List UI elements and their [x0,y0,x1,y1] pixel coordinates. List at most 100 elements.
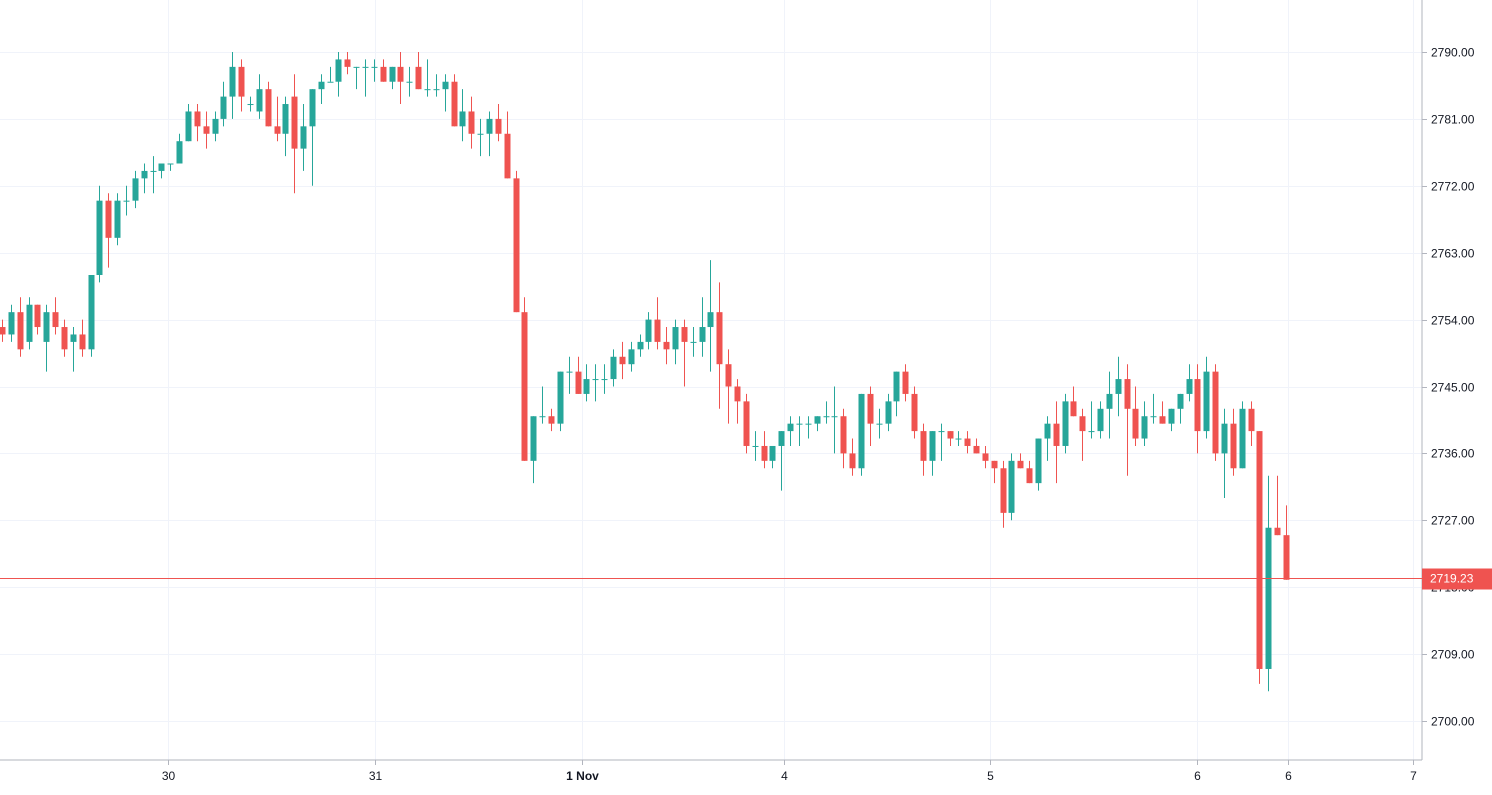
candle[interactable] [973,438,980,454]
candle[interactable] [185,104,192,142]
candle[interactable] [26,297,33,350]
candle[interactable] [672,319,679,365]
candle[interactable] [1194,364,1201,454]
candle[interactable] [229,52,236,119]
candle[interactable] [716,282,723,409]
candle[interactable] [637,334,644,357]
candle[interactable] [761,431,768,469]
candle[interactable] [769,445,776,469]
candle[interactable] [690,327,697,357]
candle[interactable] [459,89,466,142]
candle[interactable] [1097,401,1104,439]
candle[interactable] [150,156,157,194]
candle[interactable] [442,74,449,112]
candle[interactable] [0,319,6,342]
candle[interactable] [203,111,210,149]
candle[interactable] [1026,460,1033,484]
candle[interactable] [238,59,245,112]
candle[interactable] [1062,393,1069,454]
candle[interactable] [43,304,50,372]
candle[interactable] [575,356,582,394]
candle[interactable] [681,319,688,387]
candle[interactable] [1079,408,1086,461]
candle[interactable] [1115,356,1122,417]
candle[interactable] [592,364,599,402]
candle[interactable] [79,319,86,357]
candle[interactable] [1203,356,1210,439]
candle[interactable] [1053,401,1060,484]
candle[interactable] [397,52,404,105]
candle[interactable] [530,416,537,484]
candle[interactable] [628,341,635,372]
price-axis[interactable]: 2790.00 2781.00 2772.00 2763.00 2754.00 2745.… [1422,46,1475,729]
candle[interactable] [265,81,272,127]
candle[interactable] [902,364,909,402]
candle[interactable] [1159,401,1166,424]
candle[interactable] [947,431,954,446]
candle[interactable] [176,133,183,164]
candle[interactable] [468,96,475,149]
candle[interactable] [1044,416,1051,461]
candle[interactable] [158,163,165,179]
candle[interactable] [1283,505,1290,580]
candle[interactable] [1239,401,1246,469]
candle[interactable] [141,163,148,194]
candle[interactable] [840,408,847,469]
candle[interactable] [849,438,856,476]
candle[interactable] [699,297,706,357]
candle[interactable] [291,74,298,194]
candle[interactable] [88,275,95,357]
candle[interactable] [1177,393,1184,424]
candle[interactable] [1008,453,1015,521]
candle[interactable] [433,74,440,97]
candle[interactable] [645,312,652,350]
candle[interactable] [52,297,59,335]
candle[interactable] [858,393,865,476]
candle[interactable] [654,297,661,350]
candle[interactable] [938,423,945,461]
candle[interactable] [17,297,24,357]
candle[interactable] [371,59,378,82]
candle[interactable] [389,66,396,90]
candle[interactable] [194,104,201,142]
candle[interactable] [451,74,458,127]
candle[interactable] [885,393,892,432]
candle[interactable] [1256,431,1263,684]
candle[interactable] [707,260,714,372]
candle[interactable] [282,96,289,157]
candle[interactable] [583,364,590,402]
candle[interactable] [663,327,670,365]
candle[interactable] [1265,475,1272,692]
candle[interactable] [831,386,838,454]
candle[interactable] [1035,438,1042,491]
candle[interactable] [778,431,785,491]
candle[interactable] [114,193,121,246]
candle[interactable] [539,386,546,424]
candle[interactable] [424,59,431,97]
candle[interactable] [805,416,812,439]
candle[interactable] [1168,408,1175,432]
candle[interactable] [513,170,520,313]
candle[interactable] [734,379,741,424]
candle[interactable] [353,66,360,90]
candle[interactable] [619,341,626,380]
candle[interactable] [725,349,732,424]
candle[interactable] [318,74,325,105]
candle[interactable] [1088,401,1095,439]
candle[interactable] [61,319,68,357]
candle[interactable] [1070,386,1077,417]
candle[interactable] [327,66,334,83]
candle[interactable] [1106,371,1113,439]
candle[interactable] [955,431,962,446]
candle[interactable] [876,408,883,439]
candle[interactable] [521,297,528,461]
candle[interactable] [911,386,918,439]
candle[interactable] [566,356,573,394]
candle[interactable] [787,416,794,446]
candle[interactable] [167,163,174,171]
candle[interactable] [300,104,307,171]
candle[interactable] [344,52,351,75]
candle[interactable] [34,304,41,335]
candle[interactable] [743,393,750,454]
